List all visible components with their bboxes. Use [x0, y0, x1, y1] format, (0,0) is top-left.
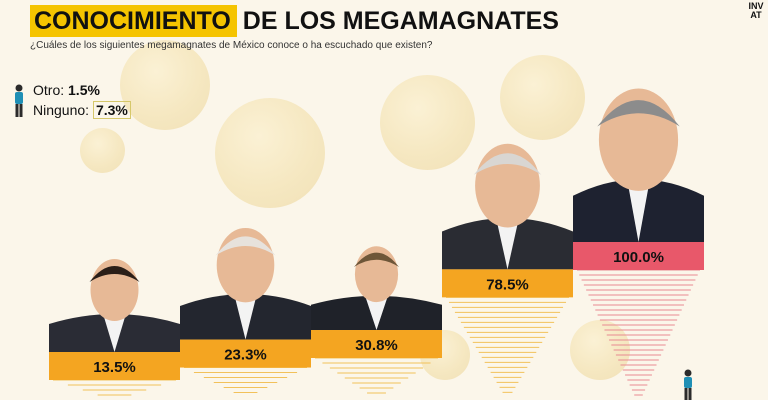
magnate-portrait: [49, 259, 180, 352]
magnate-portrait: [180, 227, 311, 340]
bar-value-label: 78.5%: [486, 276, 529, 293]
bar-funnel: [446, 296, 569, 393]
portrait-hair: [473, 153, 542, 175]
magnate-portrait: [311, 246, 442, 330]
bar-value-label: 100.0%: [613, 249, 664, 266]
bar: [180, 339, 311, 368]
portrait-hair: [597, 100, 680, 127]
bar-funnel: [53, 379, 176, 396]
bar-value-label: 30.8%: [355, 337, 398, 354]
bar-funnel: [577, 269, 700, 396]
portrait-shirt: [364, 294, 389, 330]
background-coin: [500, 55, 585, 140]
portrait-hair: [354, 252, 399, 267]
brand-logo: INVAT: [748, 1, 764, 20]
bar-funnel: [315, 357, 438, 394]
background-coin: [80, 128, 125, 173]
title-highlight: CONOCIMIENTO: [30, 5, 237, 37]
person-icon: [15, 84, 23, 117]
legend-none-label: Ninguno:: [33, 102, 90, 118]
portrait-hair: [89, 266, 140, 282]
legend-other: Otro: 1.5%: [33, 82, 100, 98]
bar: [49, 352, 180, 380]
legend-other-value: 1.5%: [68, 82, 100, 98]
subtitle: ¿Cuáles de los siguientes megamagnates d…: [30, 40, 433, 51]
portrait-shirt: [102, 312, 127, 352]
page-title: CONOCIMIENTO DE LOS MEGAMAGNATES: [30, 5, 559, 37]
bar: [573, 242, 704, 270]
portrait-shirt: [233, 291, 258, 340]
background-coin: [215, 98, 325, 208]
legend-none-value: 7.3%: [92, 101, 131, 119]
portrait-hair: [215, 236, 276, 256]
bar-funnel: [184, 367, 307, 394]
bar: [442, 269, 573, 298]
title-rest: DE LOS MEGAMAGNATES: [242, 7, 559, 35]
magnate-portrait: [573, 88, 704, 242]
bar-value-label: 23.3%: [224, 347, 267, 364]
background-coin: [380, 75, 475, 170]
portrait-shirt: [626, 176, 651, 242]
bar-value-label: 13.5%: [93, 359, 136, 376]
magnate-portrait: [442, 143, 573, 270]
person-icon: [684, 369, 692, 400]
legend-other-label: Otro:: [33, 82, 65, 98]
background-coin: [120, 40, 210, 130]
bar: [311, 330, 442, 358]
legend-none: Ninguno: 7.3%: [33, 101, 131, 119]
portrait-shirt: [495, 215, 520, 270]
